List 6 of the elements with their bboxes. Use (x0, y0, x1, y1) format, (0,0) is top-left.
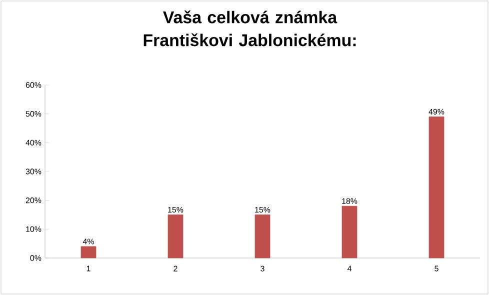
bar (168, 214, 184, 258)
bar (254, 214, 270, 258)
chart-title: Vaša celková známka Františkovi Jablonickému: (144, 10, 356, 46)
bar (428, 116, 444, 258)
bar (80, 246, 96, 258)
bar (342, 206, 358, 258)
